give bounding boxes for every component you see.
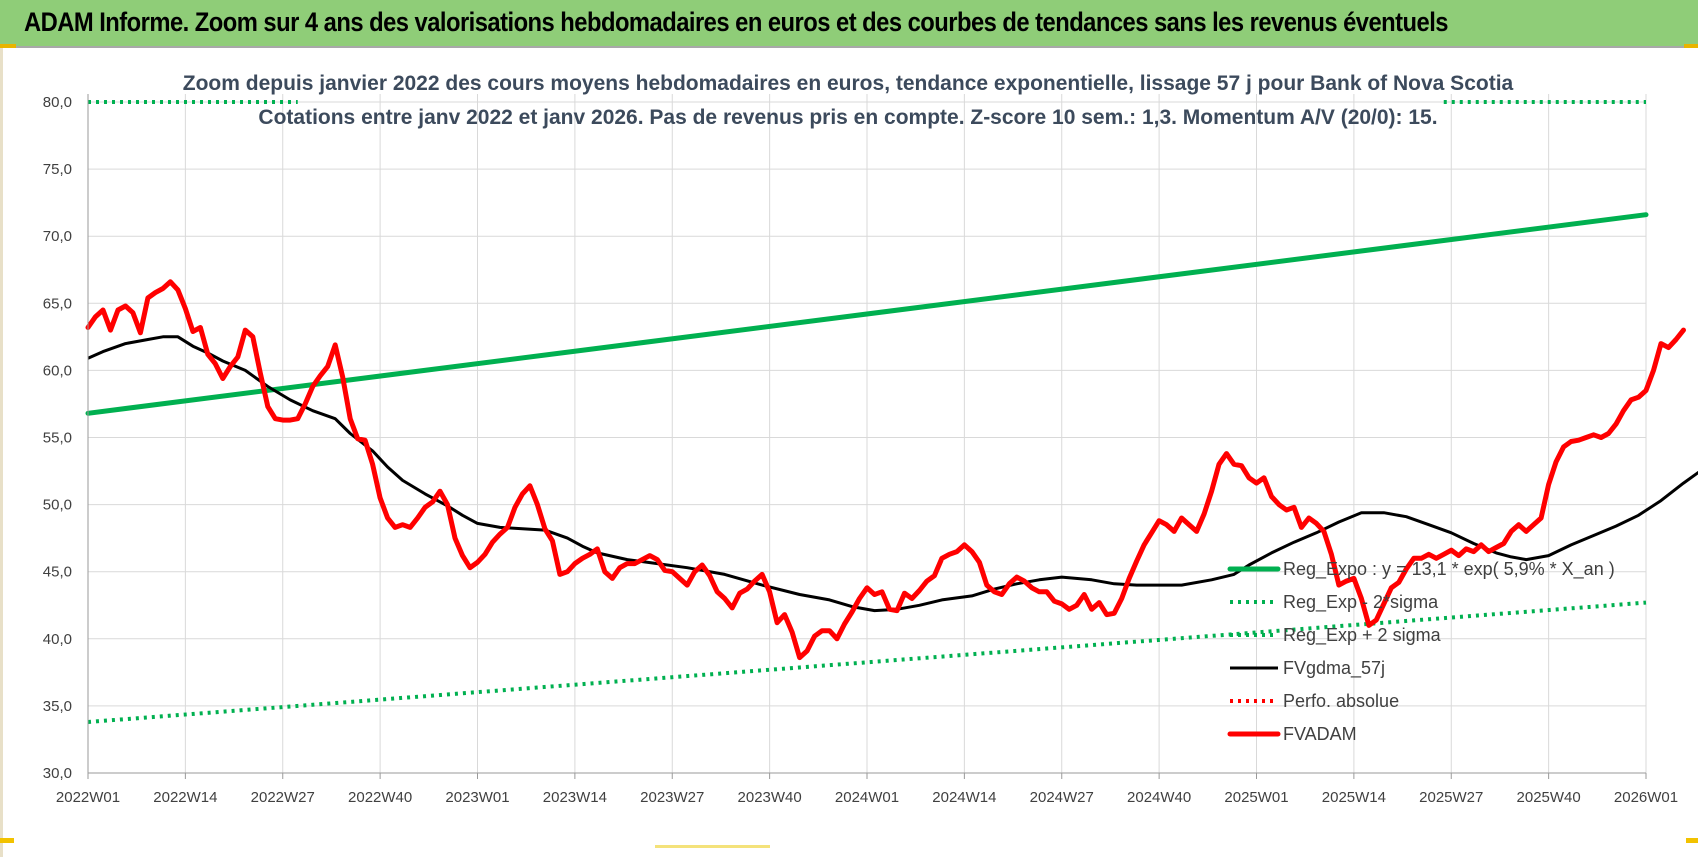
y-tick-label: 80,0 <box>43 94 72 111</box>
series-layer <box>85 100 1698 724</box>
frame-corner-mark <box>0 838 14 843</box>
header-banner: ADAM Informe. Zoom sur 4 ans des valoris… <box>0 0 1698 48</box>
x-tick-label: 2026W01 <box>1614 789 1678 806</box>
x-tick-label: 2023W27 <box>640 789 704 806</box>
grid <box>87 94 1647 774</box>
y-tick-label: 40,0 <box>43 631 72 648</box>
legend: Reg_Expo : y = 13,1 * exp( 5,9% * X_an )… <box>1227 559 1615 744</box>
x-tick-label: 2025W27 <box>1419 789 1483 806</box>
y-tick-label: 75,0 <box>43 161 72 178</box>
y-tick-label: 50,0 <box>43 497 72 514</box>
x-tick-label: 2023W40 <box>738 789 802 806</box>
x-tick-label: 2025W14 <box>1322 789 1386 806</box>
x-tick-label: 2022W14 <box>153 789 217 806</box>
x-tick-label: 2025W01 <box>1224 789 1288 806</box>
frame-corner-mark <box>1686 838 1698 843</box>
legend-label: Reg_Exp - 2*sigma <box>1283 592 1439 613</box>
y-tick-label: 35,0 <box>43 698 72 715</box>
legend-label: Perfo. absolue <box>1283 691 1399 711</box>
y-tick-label: 55,0 <box>43 430 72 447</box>
series-line-moving-average <box>87 335 1698 613</box>
frame-bottom-mark <box>655 845 770 848</box>
y-tick-label: 30,0 <box>43 765 72 782</box>
y-tick-label: 65,0 <box>43 295 72 312</box>
legend-label: FVgdma_57j <box>1283 658 1385 679</box>
x-tick-label: 2024W01 <box>835 789 899 806</box>
x-tick-label: 2024W27 <box>1030 789 1094 806</box>
chart-title-line2: Cotations entre janv 2022 et janv 2026. … <box>258 106 1437 129</box>
x-tick-label: 2025W40 <box>1517 789 1581 806</box>
x-tick-label: 2023W14 <box>543 789 607 806</box>
legend-label: FVADAM <box>1283 724 1357 744</box>
series-line-regression <box>85 212 1649 416</box>
x-tick-label: 2022W40 <box>348 789 412 806</box>
axes: 30,0 35,0 40,0 45,0 50,0 55,0 60,0 65,0 70,0 75,0… <box>43 94 1678 806</box>
legend-label: Reg_Expo : y = 13,1 * exp( 5,9% * X_an ) <box>1283 559 1615 580</box>
frame-corner-mark <box>1684 44 1698 48</box>
x-tick-label: 2024W14 <box>932 789 996 806</box>
y-tick-label: 70,0 <box>43 228 72 245</box>
y-tick-label: 60,0 <box>43 362 72 379</box>
x-tick-label: 2022W01 <box>56 789 120 806</box>
y-tick-label: 45,0 <box>43 564 72 581</box>
legend-label: Reg_Exp + 2 sigma <box>1283 625 1442 646</box>
chart-title-line1: Zoom depuis janvier 2022 des cours moyen… <box>183 72 1514 95</box>
x-tick-label: 2024W40 <box>1127 789 1191 806</box>
x-tick-label: 2022W27 <box>251 789 315 806</box>
chart-frame <box>0 48 1698 857</box>
banner-title: ADAM Informe. Zoom sur 4 ans des valoris… <box>24 7 1449 37</box>
x-tick-label: 2023W01 <box>445 789 509 806</box>
frame-corner-mark <box>0 44 16 48</box>
series-line-price <box>85 279 1686 661</box>
